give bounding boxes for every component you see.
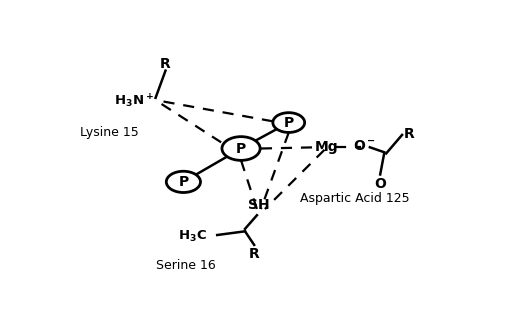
Text: P: P bbox=[179, 175, 188, 189]
Circle shape bbox=[166, 171, 201, 193]
Text: Serine 16: Serine 16 bbox=[155, 259, 215, 272]
Text: Mg: Mg bbox=[314, 140, 339, 154]
Circle shape bbox=[222, 137, 260, 160]
Text: R: R bbox=[160, 56, 171, 71]
Circle shape bbox=[273, 113, 305, 133]
Text: Lysine 15: Lysine 15 bbox=[80, 126, 139, 139]
Text: SH: SH bbox=[248, 197, 270, 212]
Text: $\mathregular{O^-}$: $\mathregular{O^-}$ bbox=[353, 139, 376, 153]
Text: R: R bbox=[249, 247, 260, 261]
Text: R: R bbox=[404, 127, 415, 141]
Text: O: O bbox=[374, 177, 386, 191]
Text: P: P bbox=[236, 142, 246, 155]
Text: P: P bbox=[284, 116, 294, 130]
Text: $\mathregular{H_3N^+}$: $\mathregular{H_3N^+}$ bbox=[114, 93, 153, 110]
Text: $\mathregular{H_3C}$: $\mathregular{H_3C}$ bbox=[179, 229, 207, 244]
Text: Aspartic Acid 125: Aspartic Acid 125 bbox=[301, 192, 410, 205]
